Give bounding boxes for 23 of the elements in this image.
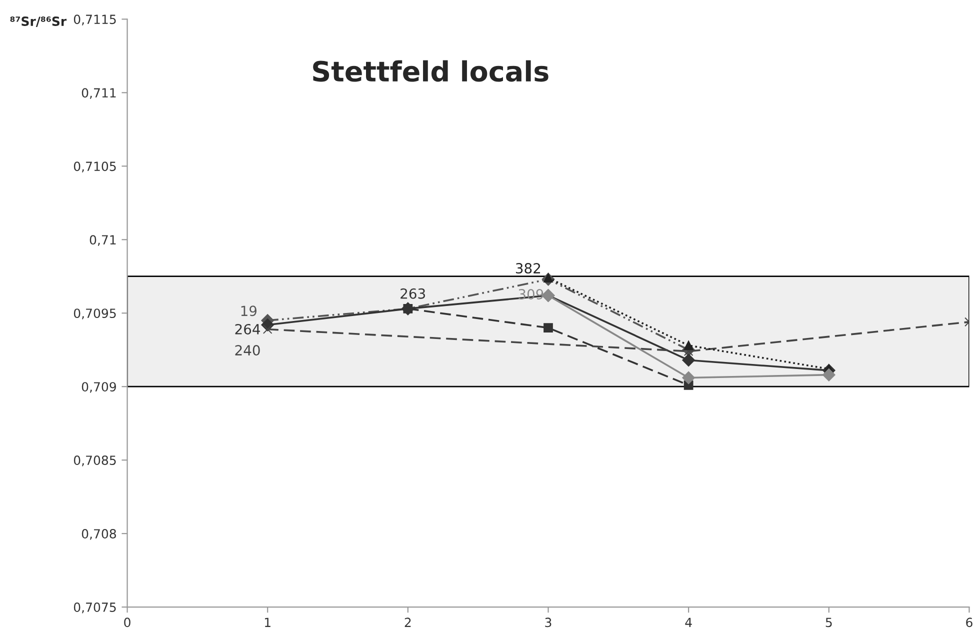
series-label: 240	[235, 345, 260, 356]
y-tick-label: 0,709	[82, 382, 116, 393]
x-tick-label: 4	[685, 618, 692, 627]
series-label: 263	[400, 288, 425, 299]
y-tick-label: 0,7105	[74, 162, 116, 172]
y-tick-label: 0,7095	[74, 308, 116, 320]
x-tick-label: 6	[966, 618, 972, 628]
x-tick-label: 0	[124, 618, 130, 628]
y-tick-label: 0,708	[82, 529, 116, 540]
series-label: 264	[235, 324, 260, 334]
x-tick-label: 5	[826, 618, 832, 628]
series-label: 19	[241, 306, 257, 316]
y-axis-title: ⁸⁷Sr/⁸⁶Sr	[10, 16, 67, 27]
y-tick-label: 0,7075	[74, 602, 116, 614]
text: Stettfeld locals	[313, 60, 548, 82]
x-tick-label: 3	[545, 618, 552, 628]
series-label: 382	[516, 263, 540, 274]
x-tick-label: 1	[264, 618, 270, 627]
y-tick-label: 0,7085	[74, 456, 116, 466]
y-tick-label: 0,7115	[74, 14, 116, 26]
x-tick-label: 2	[404, 618, 411, 627]
y-tick-label: 0,711	[82, 88, 116, 99]
y-tick-label: 0,71	[90, 235, 116, 246]
